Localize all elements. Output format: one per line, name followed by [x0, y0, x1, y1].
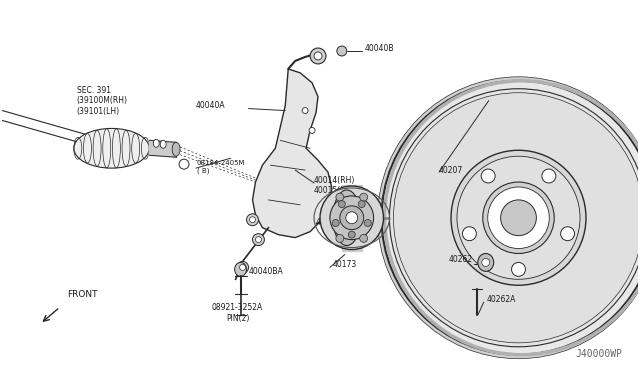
Ellipse shape [255, 237, 262, 243]
Ellipse shape [246, 214, 259, 226]
Text: FRONT: FRONT [67, 290, 97, 299]
Ellipse shape [336, 193, 344, 201]
Ellipse shape [348, 231, 355, 238]
Ellipse shape [511, 262, 525, 276]
Ellipse shape [310, 48, 326, 64]
Ellipse shape [239, 264, 246, 270]
Ellipse shape [337, 46, 347, 56]
Ellipse shape [235, 262, 246, 276]
Text: 40207: 40207 [439, 166, 463, 175]
Ellipse shape [394, 93, 640, 343]
Text: 40262: 40262 [449, 256, 473, 264]
Polygon shape [342, 185, 362, 250]
Ellipse shape [360, 193, 367, 201]
Text: 40040B: 40040B [365, 44, 394, 52]
Ellipse shape [358, 201, 365, 208]
Ellipse shape [302, 108, 308, 113]
Ellipse shape [463, 227, 476, 241]
Text: J40000WP: J40000WP [576, 349, 623, 359]
Ellipse shape [330, 196, 374, 240]
Text: 40262A: 40262A [487, 295, 516, 304]
Ellipse shape [542, 169, 556, 183]
Ellipse shape [360, 234, 367, 243]
Text: B: B [182, 162, 186, 167]
Polygon shape [149, 140, 176, 157]
Ellipse shape [253, 234, 264, 246]
Text: 40040A: 40040A [196, 101, 225, 110]
Ellipse shape [381, 81, 640, 355]
Ellipse shape [250, 217, 255, 223]
Ellipse shape [332, 219, 339, 227]
Ellipse shape [482, 259, 490, 266]
Text: 40222: 40222 [316, 218, 340, 227]
Ellipse shape [172, 142, 180, 156]
Ellipse shape [488, 187, 549, 248]
Text: 40040BA: 40040BA [248, 267, 284, 276]
Ellipse shape [481, 169, 495, 183]
Ellipse shape [390, 89, 640, 347]
Text: 40202M: 40202M [333, 192, 364, 201]
Ellipse shape [457, 156, 580, 279]
Ellipse shape [309, 128, 315, 134]
Text: 40173: 40173 [333, 260, 357, 269]
Polygon shape [253, 69, 332, 238]
Ellipse shape [364, 219, 371, 227]
Ellipse shape [74, 128, 149, 168]
Text: 40014(RH)
40015(LH): 40014(RH) 40015(LH) [314, 176, 355, 195]
Ellipse shape [378, 77, 640, 359]
Ellipse shape [346, 212, 358, 224]
Text: SEC. 391
(39100M(RH)
(39101(LH): SEC. 391 (39100M(RH) (39101(LH) [77, 86, 128, 116]
Ellipse shape [500, 200, 536, 235]
Ellipse shape [339, 201, 346, 208]
Ellipse shape [333, 190, 361, 246]
Ellipse shape [153, 140, 159, 147]
Ellipse shape [179, 159, 189, 169]
Ellipse shape [340, 206, 364, 230]
Ellipse shape [160, 140, 166, 148]
Ellipse shape [478, 253, 493, 271]
Ellipse shape [336, 234, 344, 243]
Ellipse shape [561, 227, 575, 241]
Ellipse shape [451, 150, 586, 285]
Text: 08184-2405M
( B): 08184-2405M ( B) [197, 160, 245, 174]
Ellipse shape [320, 186, 383, 250]
Ellipse shape [237, 262, 248, 273]
Ellipse shape [483, 182, 554, 253]
Ellipse shape [314, 52, 322, 60]
Text: 08921-3252A
PIN(2): 08921-3252A PIN(2) [212, 303, 263, 323]
